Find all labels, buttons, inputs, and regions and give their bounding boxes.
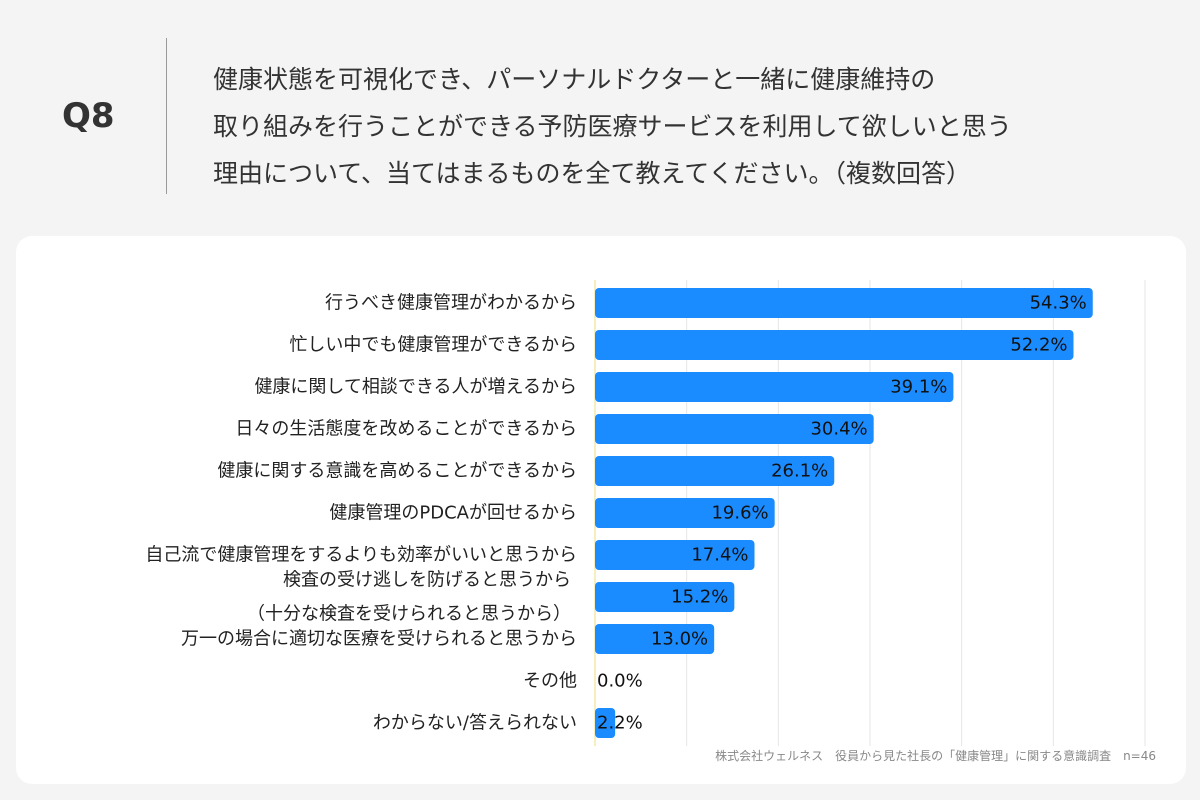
data-label: 19.6% [711,503,768,524]
category-label: 健康に関する意識を高めることができるから [217,461,577,482]
bar [595,456,835,486]
category-label: わからない/答えられない [373,713,577,734]
chart-panel: 54.3% 行うべき健康管理がわかるから 52.2% 忙しい中でも健康管理ができるから… [16,236,1186,784]
question-text: 健康状態を可視化でき、パーソナルドクターと一緒に健康維持の 取り組みを行うことが… [213,56,1183,197]
question-number: Q8 [62,96,115,136]
data-label: 0.0% [597,671,643,692]
header-divider [166,38,167,194]
footnote: 株式会社ウェルネス 役員から見た社長の「健康管理」に関する意識調査 n=46 [715,749,1156,763]
bar [595,288,1093,318]
data-label: 15.2% [671,587,728,608]
category-label: 万一の場合に適切な医療を受けられると思うから [181,629,577,650]
bar [595,372,954,402]
category-label: 自己流で健康管理をするよりも効率がいいと思うから [145,545,577,566]
data-label: 54.3% [1030,293,1087,314]
data-label: 2.2% [597,713,643,734]
bar [595,414,874,444]
category-label: 健康管理のPDCAが回せるから [329,503,577,524]
category-label: 忙しい中でも健康管理ができるから [289,335,577,356]
category-label: 検査の受け逃しを防げると思うから [283,570,571,591]
data-label: 30.4% [810,419,867,440]
bar [595,498,775,528]
question-line: 健康状態を可視化でき、パーソナルドクターと一緒に健康維持の [213,65,936,94]
category-label: 健康に関して相談できる人が増えるから [254,377,577,398]
data-label: 39.1% [890,377,947,398]
bar [595,330,1074,360]
question-line: 理由について、当てはまるものを全て教えてください。（複数回答） [213,159,972,188]
bar [595,540,755,570]
bar [595,582,735,612]
question-line: 取り組みを行うことができる予防医療サービスを利用して欲しいと思う [213,112,1012,141]
category-label: （十分な検査を受けられると思うから） [247,604,571,625]
bar-chart: 54.3% 行うべき健康管理がわかるから 52.2% 忙しい中でも健康管理ができるから… [145,280,1146,746]
bar [595,624,715,654]
category-label: その他 [523,671,577,692]
data-label: 17.4% [691,545,748,566]
category-label: 日々の生活態度を改めることができるから [235,419,577,440]
bar [595,708,616,738]
data-label: 26.1% [771,461,828,482]
data-label: 13.0% [651,629,708,650]
data-label: 52.2% [1010,335,1067,356]
category-label: 行うべき健康管理がわかるから [325,293,577,314]
